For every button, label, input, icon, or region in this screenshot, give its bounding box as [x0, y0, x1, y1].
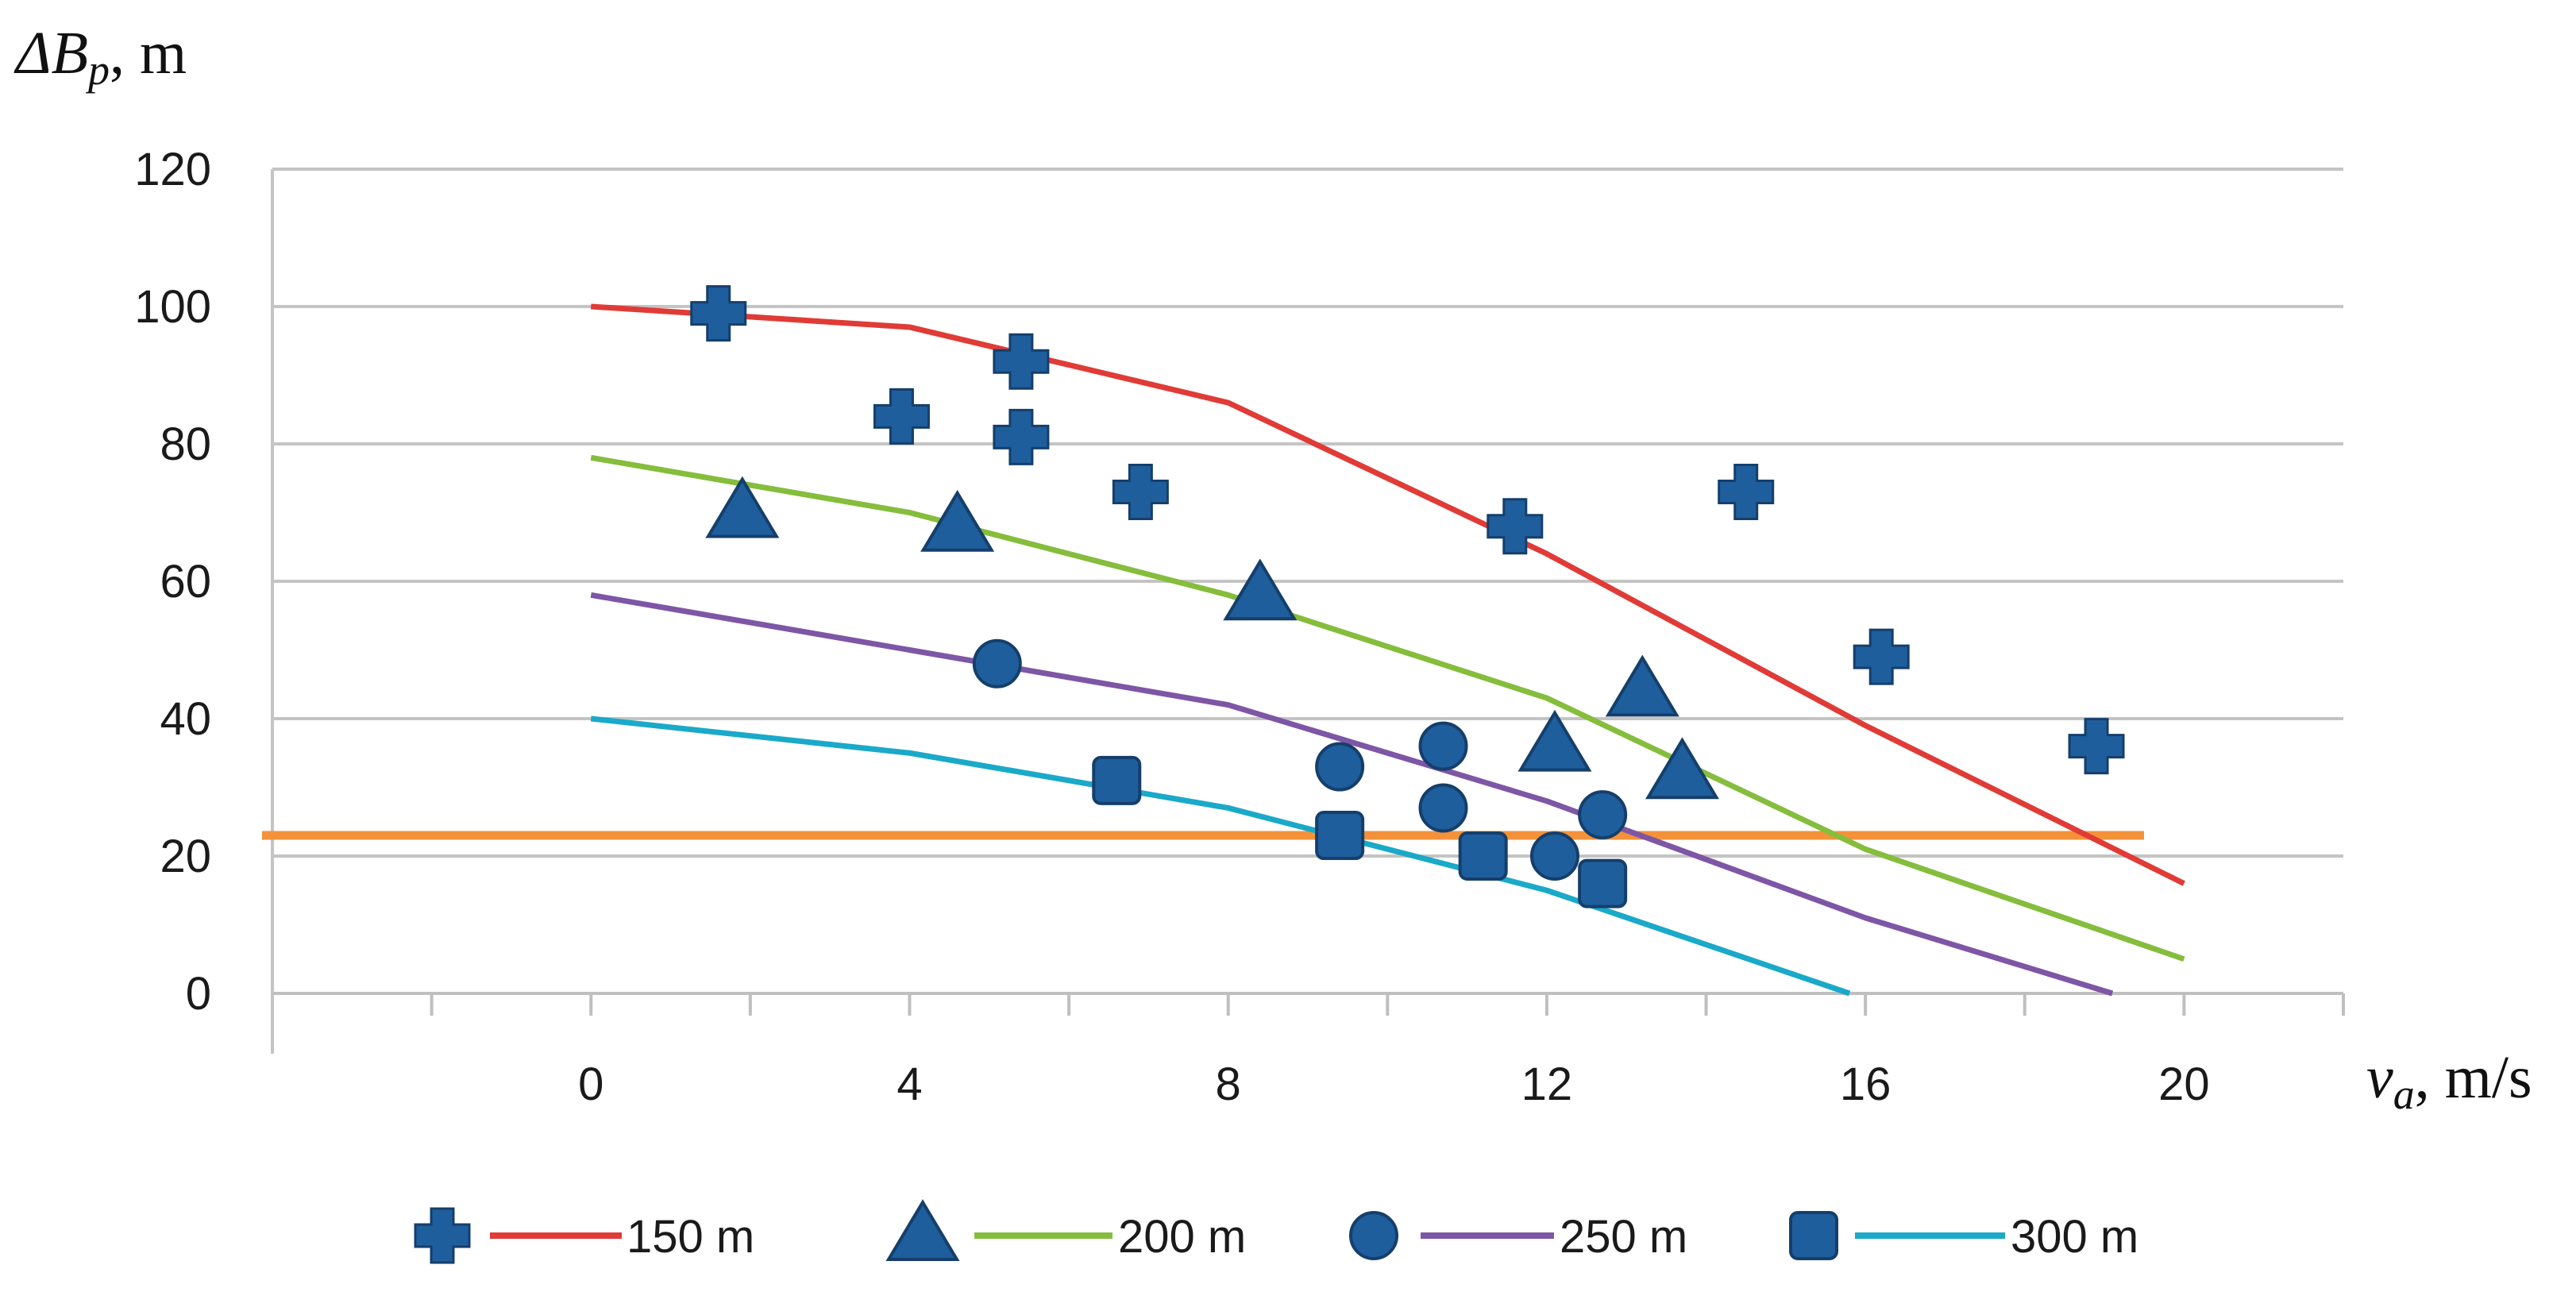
data-point-300m-shape — [1458, 831, 1508, 881]
y-tick-label: 0 — [186, 968, 211, 1020]
legend: 150 m 200 m 250 m 300 m — [414, 1199, 2138, 1264]
data-point-200m-shape — [705, 476, 780, 538]
data-point-200m-shape — [1605, 654, 1679, 717]
legend-marker-300m — [1789, 1211, 1838, 1260]
x-tick-label: 0 — [578, 1059, 604, 1110]
data-point-250m — [1578, 790, 1628, 840]
data-point-200m-shape — [920, 489, 995, 552]
data-point-200m — [1517, 709, 1592, 772]
x-tick-label: 4 — [897, 1059, 922, 1110]
x-axis-unit: , m/s — [2415, 1044, 2532, 1111]
data-point-300m — [1315, 811, 1365, 861]
y-axis-subscript: p — [85, 46, 110, 94]
data-point-150m — [2068, 718, 2125, 775]
data-point-250m-shape — [1418, 783, 1468, 833]
data-point-150m — [1853, 628, 1910, 685]
x-tick-label: 16 — [1840, 1059, 1892, 1110]
data-point-300m-shape — [1315, 811, 1365, 861]
data-point-150m — [1112, 464, 1169, 521]
legend-marker-150m-shape — [414, 1207, 471, 1264]
data-point-150m-shape — [1853, 628, 1910, 685]
x-tick-label: 20 — [2158, 1059, 2210, 1110]
data-point-150m — [1718, 464, 1775, 521]
legend-marker-150m — [414, 1207, 471, 1264]
data-point-200m-shape — [1223, 558, 1298, 621]
data-point-200m — [705, 476, 780, 538]
series-points — [690, 285, 2125, 908]
series-lines — [590, 303, 2185, 997]
data-point-200m — [1645, 737, 1719, 800]
legend-marker-200m-shape — [885, 1199, 960, 1261]
data-point-150m-shape — [1718, 464, 1775, 521]
data-point-150m-shape — [1487, 498, 1544, 555]
y-tick-label: 60 — [160, 556, 211, 607]
data-point-300m-shape — [1578, 858, 1628, 908]
data-point-250m-shape — [1315, 742, 1365, 792]
y-axis-unit: , m — [110, 20, 187, 87]
y-tick-label: 40 — [160, 693, 211, 745]
data-point-250m-shape — [1418, 721, 1468, 771]
legend-item-300m: 300 m — [1789, 1211, 2138, 1263]
data-point-250m — [1418, 783, 1468, 833]
legend-item-150m: 150 m — [414, 1207, 754, 1264]
series-line-150m — [591, 303, 2185, 886]
tick-labels: 0 20 40 60 80 100 120 0 4 8 12 16 20 — [134, 144, 2209, 1110]
legend-marker-300m-shape — [1789, 1211, 1838, 1260]
grid-lines — [272, 168, 2343, 995]
y-tick-label: 100 — [134, 281, 211, 333]
x-tick-label: 12 — [1521, 1059, 1573, 1110]
data-point-200m-shape — [1517, 709, 1592, 772]
y-axis-symbol: ΔB — [13, 20, 88, 87]
data-point-250m — [1529, 831, 1579, 881]
data-point-150m — [1487, 498, 1544, 555]
data-point-150m-shape — [2068, 718, 2125, 775]
data-point-250m-shape — [1578, 790, 1628, 840]
data-point-150m-shape — [993, 333, 1050, 390]
y-tick-label: 120 — [134, 144, 211, 195]
data-point-250m — [972, 638, 1022, 688]
x-axis-title: va, m/s — [2366, 1044, 2532, 1118]
data-point-150m — [993, 408, 1050, 465]
data-point-150m-shape — [1112, 464, 1169, 521]
data-point-300m-shape — [1092, 755, 1142, 805]
data-point-150m-shape — [690, 285, 747, 342]
x-tick-label: 8 — [1216, 1059, 1241, 1110]
legend-label-150m: 150 m — [627, 1211, 754, 1263]
series-line-200m — [590, 454, 2185, 962]
data-point-200m — [920, 489, 995, 552]
axes — [271, 169, 2345, 1054]
data-point-250m-shape — [972, 638, 1022, 688]
x-axis-subscript: a — [2393, 1070, 2415, 1118]
data-point-150m — [873, 388, 930, 445]
series-line-300m — [590, 715, 1851, 997]
legend-marker-200m — [885, 1199, 960, 1261]
data-point-200m-shape — [1645, 737, 1719, 800]
data-point-250m — [1315, 742, 1365, 792]
y-tick-label: 20 — [160, 831, 211, 882]
data-point-150m-shape — [993, 408, 1050, 465]
legend-item-200m: 200 m — [885, 1199, 1246, 1263]
legend-label-300m: 300 m — [2011, 1211, 2138, 1263]
y-tick-label: 80 — [160, 418, 211, 470]
legend-marker-250m-shape — [1349, 1211, 1398, 1260]
series-line-250m — [590, 592, 2114, 997]
data-point-300m — [1458, 831, 1508, 881]
legend-label-200m: 200 m — [1118, 1211, 1246, 1263]
data-point-250m-shape — [1529, 831, 1579, 881]
data-point-300m — [1578, 858, 1628, 908]
legend-item-250m: 250 m — [1349, 1211, 1687, 1263]
data-point-150m — [993, 333, 1050, 390]
data-point-150m — [690, 285, 747, 342]
data-point-200m — [1605, 654, 1679, 717]
y-axis-title: ΔBp, m — [13, 20, 187, 94]
data-point-300m — [1092, 755, 1142, 805]
legend-marker-250m — [1349, 1211, 1398, 1260]
data-point-250m — [1418, 721, 1468, 771]
data-point-150m-shape — [873, 388, 930, 445]
x-axis-symbol: v — [2366, 1044, 2393, 1111]
legend-label-250m: 250 m — [1560, 1211, 1687, 1263]
data-point-200m — [1223, 558, 1298, 621]
